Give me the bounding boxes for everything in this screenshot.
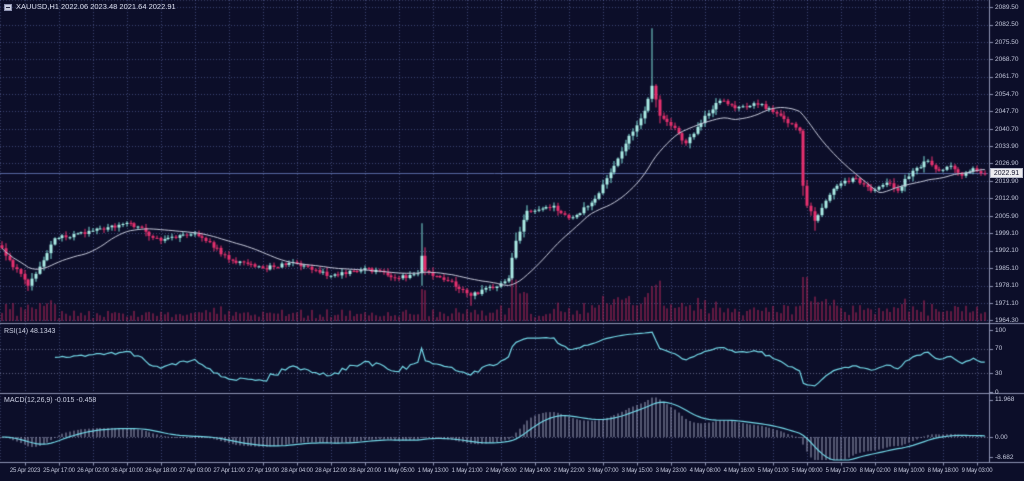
time-tick-label: 25 Apr 2023 xyxy=(9,468,41,474)
time-tick-label: 26 Apr 02:00 xyxy=(77,468,109,474)
time-tick-label: 28 Apr 04:00 xyxy=(281,468,313,474)
macd-pane-label: MACD(12,26,9) -0.015 -0.458 xyxy=(4,397,96,405)
price-tick-label: 2026.90 xyxy=(995,160,1019,167)
rsi-scale-label: 30 xyxy=(995,369,1003,377)
time-tick-label: 25 Apr 17:00 xyxy=(43,468,75,474)
time-tick-label: 3 May 23:00 xyxy=(655,468,687,474)
time-tick-label: 5 May 09:00 xyxy=(791,468,823,474)
time-tick-label: 3 May 07:00 xyxy=(587,468,619,474)
price-tick-label: 1999.10 xyxy=(995,229,1019,237)
macd-indicator-name: MACD(12,26,9) xyxy=(4,397,53,404)
time-tick-label: 4 May 08:00 xyxy=(689,468,721,474)
ohlc-info: XAUUSD,H1 2022.06 2023.48 2021.64 2022.9… xyxy=(4,3,176,11)
time-tick-label: 28 Apr 20:00 xyxy=(349,468,381,474)
rsi-scale-label: 100 xyxy=(995,326,1006,334)
price-tick-label: 1971.10 xyxy=(995,299,1019,307)
price-tick-label: 2082.50 xyxy=(995,21,1019,28)
macd-axis[interactable]: 11.968 0.00 -8.682 xyxy=(990,394,1024,462)
price-tick-label: 2005.90 xyxy=(995,212,1019,220)
time-tick-label: 8 May 18:00 xyxy=(927,468,959,474)
price-tick-label: 2033.90 xyxy=(995,142,1019,150)
price-tick-label: 2089.50 xyxy=(995,3,1019,11)
price-axis[interactable]: 2089.50 2082.50 2075.50 2068.70 2061.70 2054.… xyxy=(990,0,1024,324)
time-tick-label: 27 Apr 03:00 xyxy=(179,468,211,474)
time-tick-label: 9 May 03:00 xyxy=(961,468,993,474)
rsi-axis[interactable]: 100 70 30 0 xyxy=(990,325,1024,396)
price-tick-label: 2075.50 xyxy=(995,38,1019,46)
price-tick-label: 2047.70 xyxy=(995,108,1019,115)
rsi-scale-label: 0 xyxy=(995,388,999,396)
rsi-scale-label: 70 xyxy=(995,345,1003,353)
price-tick-label: 2019.90 xyxy=(995,177,1019,185)
time-tick-label: 27 Apr 11:00 xyxy=(213,468,245,474)
time-tick-label: 8 May 02:00 xyxy=(859,468,891,474)
rsi-pane-label: RSI(14) 48.1343 xyxy=(4,328,55,336)
macd-scale-label: -8.682 xyxy=(995,453,1014,461)
time-tick-label: 1 May 13:00 xyxy=(417,468,449,474)
price-tick-label: 1978.10 xyxy=(995,282,1019,289)
price-tick-label: 2012.90 xyxy=(995,195,1019,202)
price-tick-label: 1964.30 xyxy=(995,316,1019,324)
time-tick-label: 1 May 21:00 xyxy=(451,468,483,474)
time-tick-label: 26 Apr 10:00 xyxy=(111,468,143,474)
time-tick-label: 2 May 22:00 xyxy=(553,468,585,474)
price-tick-label: 1985.10 xyxy=(995,264,1019,272)
time-tick-label: 28 Apr 12:00 xyxy=(315,468,347,474)
macd-scale-label: 11.968 xyxy=(995,396,1015,404)
time-tick-label: 3 May 15:00 xyxy=(621,468,653,474)
macd-scale-label: 0.00 xyxy=(995,433,1008,441)
price-tick-label: 2061.70 xyxy=(995,73,1019,80)
price-tick-label: 2054.70 xyxy=(995,90,1019,98)
time-tick-label: 4 May 16:00 xyxy=(723,468,755,474)
chart-menu-icon[interactable] xyxy=(4,3,12,11)
time-tick-label: 8 May 10:00 xyxy=(893,468,925,474)
time-tick-label: 26 Apr 18:00 xyxy=(145,468,177,474)
price-tick-label: 1992.10 xyxy=(995,247,1019,254)
price-tick-label: 2068.70 xyxy=(995,55,1019,63)
symbol-ohlc-text: XAUUSD,H1 2022.06 2023.48 2021.64 2022.9… xyxy=(16,2,176,11)
time-tick-label: 2 May 14:00 xyxy=(519,468,551,474)
macd-indicator-value-main: -0.015 xyxy=(54,397,75,404)
time-tick-label: 5 May 01:00 xyxy=(757,468,789,474)
time-axis[interactable]: 25 Apr 2023 25 Apr 17:00 26 Apr 02:00 26 Ap… xyxy=(0,463,1024,481)
macd-indicator-value-signal: -0.458 xyxy=(76,397,97,404)
rsi-indicator-value: 48.1343 xyxy=(30,328,56,335)
current-price-badge: 2022.91 xyxy=(990,168,1023,178)
time-tick-label: 1 May 05:00 xyxy=(383,468,415,474)
rsi-indicator-name: RSI(14) xyxy=(4,328,29,335)
time-tick-label: 2 May 06:00 xyxy=(485,468,517,474)
time-tick-label: 5 May 17:00 xyxy=(825,468,857,474)
time-tick-label: 27 Apr 19:00 xyxy=(247,468,279,474)
price-tick-label: 2040.70 xyxy=(995,125,1019,133)
